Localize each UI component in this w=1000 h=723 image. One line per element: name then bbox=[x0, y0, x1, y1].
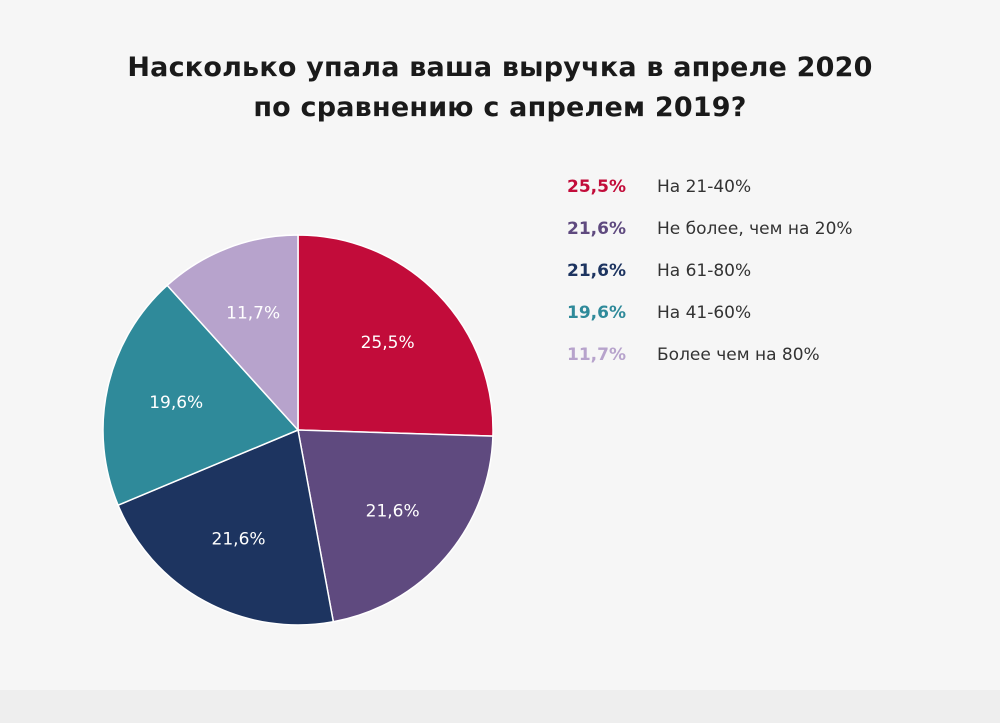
legend-item-5: 11,7% Более чем на 80% bbox=[567, 334, 987, 376]
legend-label: На 21-40% bbox=[657, 177, 752, 197]
legend: 25,5% На 21-40% 21,6% Не более, чем на 20% 2… bbox=[567, 166, 987, 376]
legend-percent: 21,6% bbox=[567, 261, 626, 281]
pie-slice-2 bbox=[297, 429, 494, 623]
legend-label: На 41-60% bbox=[657, 303, 752, 323]
pie-slice-4 bbox=[102, 284, 300, 507]
legend-item-2: 21,6% Не более, чем на 20% bbox=[567, 208, 987, 250]
chart-title: Насколько упала ваша выручка в апреле 20… bbox=[0, 48, 1000, 128]
legend-percent: 11,7% bbox=[567, 345, 626, 365]
legend-label: На 61-80% bbox=[657, 261, 752, 281]
legend-percent: 19,6% bbox=[567, 303, 626, 323]
pie-slice-1 bbox=[297, 234, 494, 437]
pie-slice-3 bbox=[117, 428, 335, 626]
legend-percent: 25,5% bbox=[567, 177, 626, 197]
chart-title-line-1: Насколько упала ваша выручка в апреле 20… bbox=[127, 52, 873, 83]
pie-slice-labels: 25,5% 21,6% 21,6% 19,6% 11,7% bbox=[149, 304, 419, 550]
legend-item-1: 25,5% На 21-40% bbox=[567, 166, 987, 208]
pie-slice-label-1: 25,5% bbox=[361, 333, 415, 353]
pie-slice-label-4: 19,6% bbox=[149, 393, 203, 413]
chart-title-line-2: по сравнению с апрелем 2019? bbox=[253, 92, 747, 123]
pie-slice-label-3: 21,6% bbox=[212, 530, 266, 550]
pie-slice-label-2: 21,6% bbox=[366, 501, 420, 521]
legend-label: Более чем на 80% bbox=[657, 345, 820, 365]
pie-slices bbox=[102, 234, 494, 626]
pie-slice-5 bbox=[166, 234, 299, 432]
bottom-strip bbox=[0, 690, 1000, 723]
legend-label: Не более, чем на 20% bbox=[657, 219, 853, 239]
pie-slice-label-5: 11,7% bbox=[226, 304, 280, 324]
legend-item-4: 19,6% На 41-60% bbox=[567, 292, 987, 334]
legend-item-3: 21,6% На 61-80% bbox=[567, 250, 987, 292]
legend-percent: 21,6% bbox=[567, 219, 626, 239]
